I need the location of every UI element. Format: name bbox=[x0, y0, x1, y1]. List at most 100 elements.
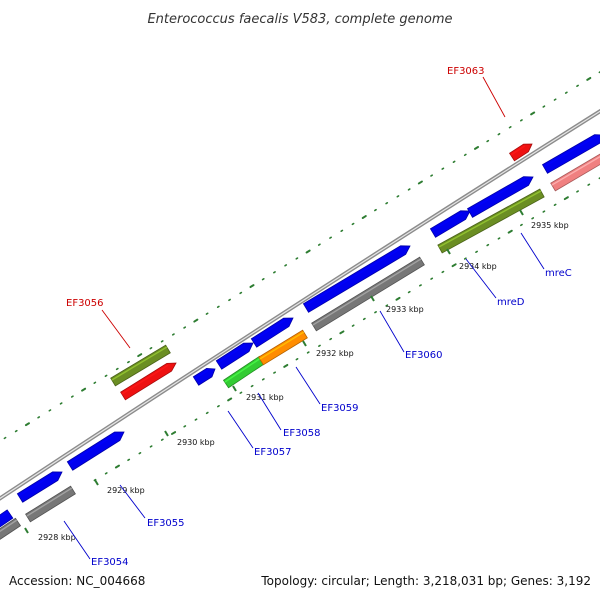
red-feature-highlight bbox=[510, 145, 526, 156]
forward-gene bbox=[302, 245, 411, 313]
gene-label-leader bbox=[63, 520, 91, 560]
gc-dot bbox=[228, 298, 231, 302]
gc-dot bbox=[317, 243, 321, 246]
scale-tick-mark bbox=[24, 527, 29, 534]
gc-dot bbox=[396, 195, 400, 198]
gc-dot bbox=[553, 203, 557, 207]
gene-label: EF3059 bbox=[321, 403, 359, 414]
gc-dot bbox=[3, 436, 7, 440]
gene-label-leader bbox=[379, 310, 405, 353]
gene-label: EF3058 bbox=[283, 428, 321, 439]
red-feature bbox=[508, 143, 533, 162]
gc-dot bbox=[463, 153, 467, 157]
gene-label: EF3060 bbox=[405, 350, 443, 361]
gene-label: EF3054 bbox=[91, 557, 129, 568]
gc-dot bbox=[407, 290, 411, 294]
gc-dot bbox=[385, 304, 389, 307]
gc-dot bbox=[329, 337, 333, 341]
gc-dot bbox=[339, 330, 345, 335]
gc-dot bbox=[81, 387, 87, 392]
gray-feature-highlight bbox=[26, 487, 73, 517]
gray-feature-highlight bbox=[0, 519, 18, 533]
orange-feature bbox=[258, 329, 308, 366]
gc-dot bbox=[239, 391, 243, 394]
gene-label-leader bbox=[465, 258, 497, 299]
gc-dot bbox=[127, 360, 130, 364]
gc-dot bbox=[37, 416, 41, 419]
scale-tick-mark bbox=[370, 295, 375, 302]
gc-dot bbox=[542, 105, 546, 108]
gc-dot bbox=[160, 340, 164, 343]
gc-dot bbox=[407, 188, 411, 191]
gc-dot bbox=[227, 397, 233, 402]
accession-text: Accession: NC_004668 bbox=[9, 574, 146, 588]
scale-tick-mark bbox=[94, 479, 99, 486]
forward-gene bbox=[429, 210, 471, 238]
gc-dot bbox=[149, 347, 153, 350]
scale-tick-mark bbox=[302, 340, 307, 347]
gc-dot bbox=[93, 381, 97, 384]
gc-dot bbox=[520, 119, 523, 122]
gc-dot bbox=[239, 291, 243, 295]
gc-dot bbox=[430, 277, 434, 280]
forward-gene-highlight bbox=[68, 433, 117, 465]
forward-gene-highlight bbox=[217, 344, 246, 364]
gc-dot bbox=[362, 317, 366, 321]
forward-gene bbox=[466, 176, 534, 218]
gc-dot bbox=[497, 132, 501, 136]
scale-tick-label: 2933 kbp bbox=[386, 305, 424, 314]
gray-feature-highlight bbox=[312, 258, 422, 326]
gc-dot bbox=[586, 76, 592, 81]
gc-dot bbox=[553, 98, 557, 101]
gc-dot bbox=[419, 284, 422, 287]
gc-dot bbox=[115, 367, 119, 371]
gc-dot bbox=[340, 229, 344, 233]
gc-dot bbox=[576, 190, 579, 193]
gc-dot bbox=[374, 311, 377, 314]
gc-dot bbox=[70, 395, 74, 398]
gc-dot bbox=[486, 139, 490, 143]
gc-dot bbox=[284, 264, 288, 267]
gene-label: mreC bbox=[545, 268, 572, 279]
gc-dot bbox=[531, 217, 535, 220]
gc-dot bbox=[283, 363, 289, 368]
forward-gene bbox=[215, 342, 254, 370]
gene-label-leader bbox=[295, 366, 321, 405]
gc-dot bbox=[497, 237, 501, 240]
olive-feature bbox=[437, 188, 545, 254]
gc-dot bbox=[441, 167, 445, 170]
genome-backbone-highlight bbox=[0, 110, 600, 500]
pink-feature-highlight bbox=[551, 155, 600, 186]
gc-dot bbox=[473, 146, 480, 150]
olive-feature-highlight bbox=[438, 190, 542, 248]
gc-dot bbox=[171, 431, 177, 435]
gc-dot bbox=[486, 243, 490, 247]
gc-content-dots bbox=[3, 71, 600, 482]
gene-label-leader bbox=[257, 392, 282, 431]
gc-dot bbox=[576, 84, 579, 87]
forward-gene-highlight bbox=[194, 369, 209, 380]
orange-feature-highlight bbox=[259, 331, 305, 360]
gene-label: EF3063 bbox=[447, 66, 485, 77]
gc-dot bbox=[520, 223, 523, 227]
gene-label: EF3056 bbox=[66, 298, 104, 309]
gc-dot bbox=[261, 378, 265, 381]
gc-dot bbox=[194, 418, 198, 421]
gc-dot bbox=[441, 270, 445, 274]
gc-dot bbox=[273, 271, 276, 274]
olive-feature bbox=[110, 344, 171, 387]
forward-gene bbox=[0, 509, 14, 528]
gene-label: EF3055 bbox=[147, 518, 185, 529]
gray-feature bbox=[0, 517, 22, 540]
green-feature-highlight bbox=[224, 357, 262, 383]
forward-gene bbox=[250, 317, 294, 348]
scale-tick-mark bbox=[446, 248, 451, 255]
gene-label-leader bbox=[520, 232, 545, 270]
forward-gene-highlight bbox=[18, 473, 55, 497]
gc-dot bbox=[217, 405, 220, 408]
gc-dot bbox=[216, 305, 220, 308]
gc-dot bbox=[48, 409, 52, 412]
gc-dot bbox=[104, 472, 108, 475]
gc-dot bbox=[395, 296, 401, 301]
gc-dot bbox=[205, 411, 209, 415]
